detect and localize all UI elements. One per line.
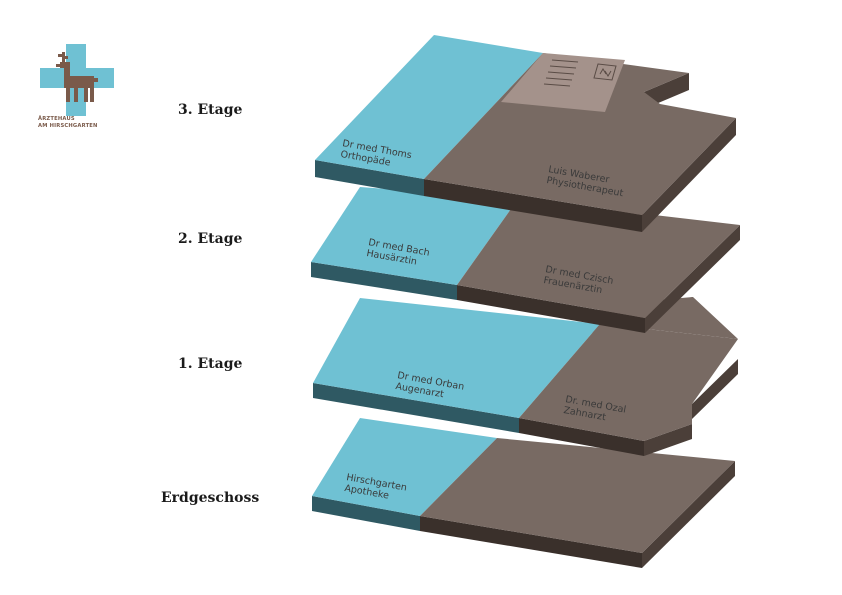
floor-label-2: 2. Etage <box>178 231 243 247</box>
logo-text-line1: ÄRZTEHAUS <box>38 116 75 122</box>
elevator-icon <box>593 63 617 81</box>
cross-deer-icon <box>40 44 114 116</box>
floor-label-ground: Erdgeschoss <box>161 490 260 506</box>
stairs-icon <box>543 59 579 87</box>
floor-slab-2 <box>311 187 740 333</box>
floor-slab-3 <box>315 35 736 232</box>
floor-slab-ground <box>312 418 735 568</box>
floor-slab-1 <box>313 297 738 456</box>
logo-text-line2: AM HIRSCHGARTEN <box>38 123 98 129</box>
floor-label-3: 3. Etage <box>178 102 243 118</box>
clinic-logo: ÄRZTEHAUS AM HIRSCHGARTEN <box>38 40 118 140</box>
floor-label-1: 1. Etage <box>178 356 243 372</box>
